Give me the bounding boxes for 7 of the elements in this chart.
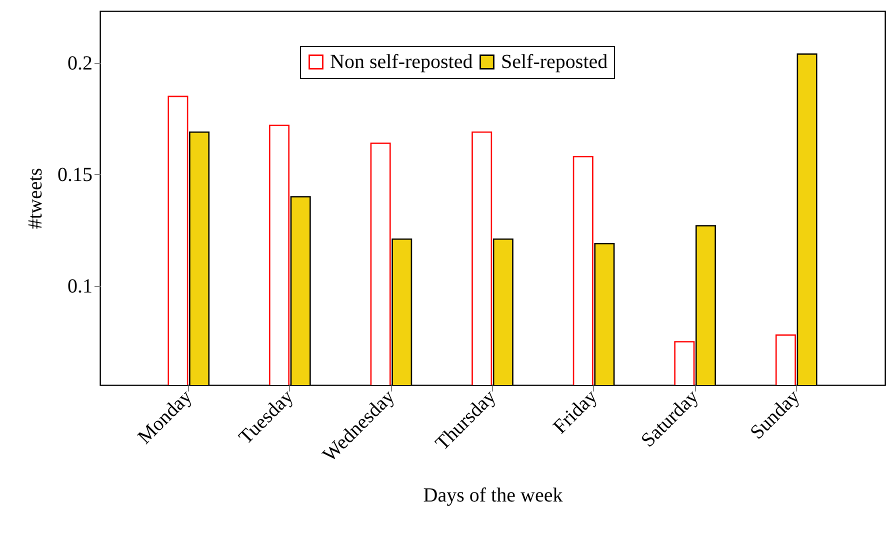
y-axis-title: #tweets: [24, 168, 46, 230]
legend-label: Self-reposted: [501, 51, 608, 73]
y-tick-label: 0.1: [68, 275, 92, 298]
legend-label: Non self-reposted: [330, 51, 473, 73]
y-tick-label: 0.2: [68, 52, 92, 74]
x-axis-title: Days of the week: [423, 484, 563, 506]
y-tick-label: 0.15: [58, 164, 92, 186]
